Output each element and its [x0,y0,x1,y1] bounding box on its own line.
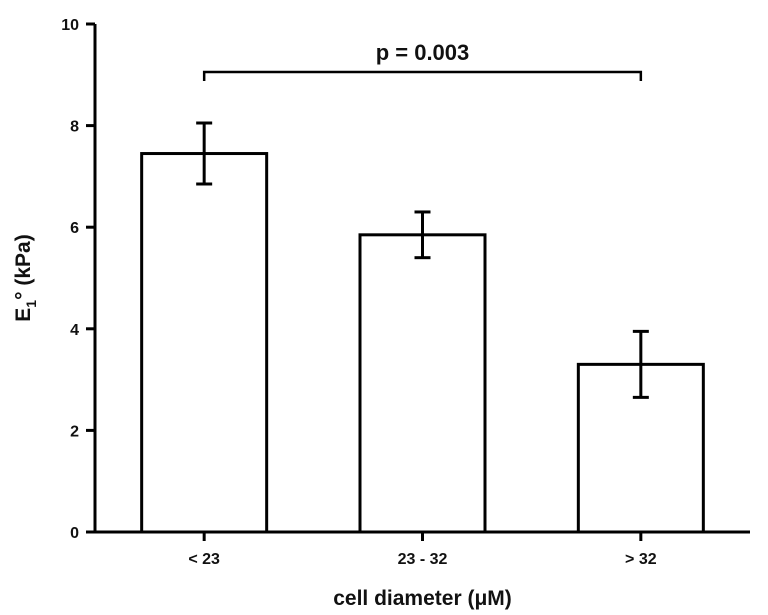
x-axis-title: cell diameter (μM) [333,587,512,610]
x-axis-ticks: < 23 23 - 32 > 32 [188,532,657,568]
x-tick-label: 23 - 32 [398,551,448,568]
y-tick-label: 6 [70,220,79,237]
y-tick-label: 0 [70,525,79,542]
x-tick-label: < 23 [188,551,220,568]
bars [140,152,705,534]
bracket-line [202,70,643,81]
bar [358,233,487,534]
y-axis-title-rest: ° (kPa) [12,234,35,300]
p-value-label: p = 0.003 [376,40,470,65]
y-axis-ticks: 0 2 4 6 8 10 [61,17,95,542]
y-tick-label: 10 [61,17,79,34]
bar [140,152,269,534]
y-tick-label: 8 [70,119,79,136]
error-bars [196,121,649,399]
y-tick-label: 4 [70,322,79,339]
x-tick-label: > 32 [625,551,657,568]
y-axis-title: E1° (kPa) [12,234,39,321]
significance-bracket: p = 0.003 [202,40,643,81]
y-axis-title-subscript: 1 [23,300,39,308]
y-axis-title-main: E [12,308,35,322]
y-tick-label: 2 [70,423,79,440]
